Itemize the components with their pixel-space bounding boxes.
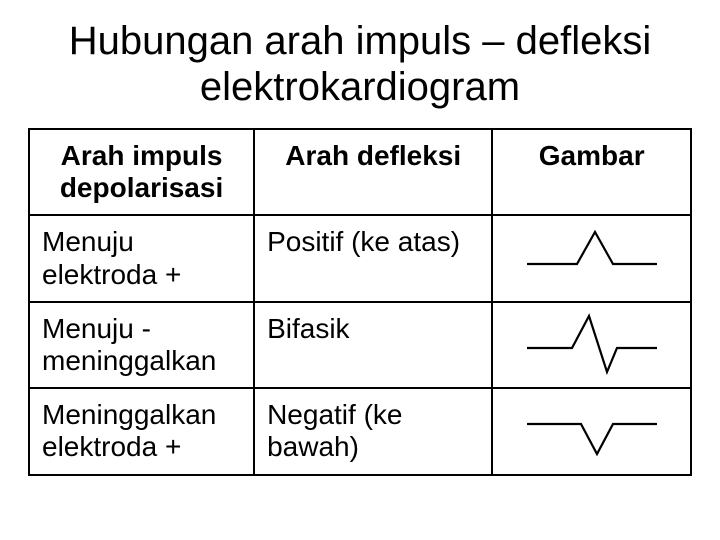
slide: Hubungan arah impuls – defleksi elektrok… [0,0,720,540]
waveform-biphasic-icon [517,310,667,380]
cell-defleksi: Positif (ke atas) [254,215,492,301]
cell-impuls: Menuju - meninggalkan [29,302,254,388]
table-header-row: Arah impuls depolarisasi Arah defleksi G… [29,129,691,215]
col-header-impuls: Arah impuls depolarisasi [29,129,254,215]
waveform-negative-icon [517,396,667,466]
table-row: Menuju elektroda + Positif (ke atas) [29,215,691,301]
deflection-table: Arah impuls depolarisasi Arah defleksi G… [28,128,692,476]
table-row: Menuju - meninggalkan Bifasik [29,302,691,388]
table-row: Meninggalkan elektroda + Negatif (ke baw… [29,388,691,474]
cell-impuls: Menuju elektroda + [29,215,254,301]
col-header-gambar: Gambar [492,129,691,215]
cell-gambar [492,215,691,301]
cell-gambar [492,388,691,474]
cell-defleksi: Negatif (ke bawah) [254,388,492,474]
cell-impuls: Meninggalkan elektroda + [29,388,254,474]
col-header-defleksi: Arah defleksi [254,129,492,215]
cell-gambar [492,302,691,388]
slide-title: Hubungan arah impuls – defleksi elektrok… [28,18,692,110]
waveform-positive-icon [517,224,667,294]
cell-defleksi: Bifasik [254,302,492,388]
